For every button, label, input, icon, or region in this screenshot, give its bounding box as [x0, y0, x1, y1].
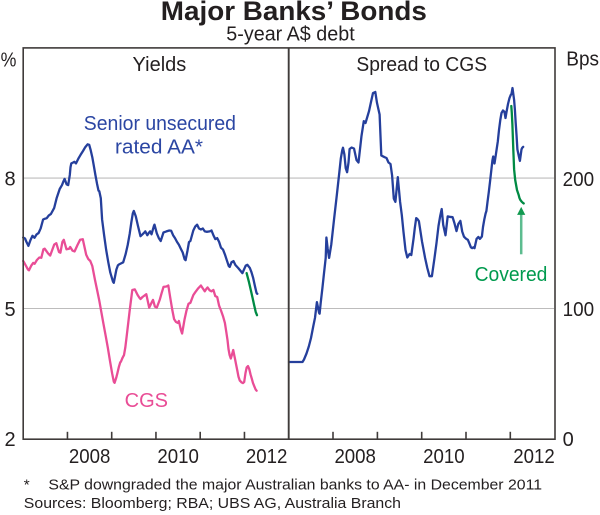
- svg-text:2: 2: [4, 429, 15, 451]
- svg-text:rated AA*: rated AA*: [115, 137, 203, 159]
- svg-text:%: %: [1, 50, 17, 72]
- svg-text:2012: 2012: [513, 446, 555, 468]
- svg-text:Bps: Bps: [566, 48, 599, 70]
- svg-text:2010: 2010: [423, 446, 465, 468]
- svg-text:Major Banks’ Bonds: Major Banks’ Bonds: [161, 0, 427, 26]
- svg-text:200: 200: [563, 169, 595, 191]
- svg-text:Spread to CGS: Spread to CGS: [356, 54, 487, 76]
- svg-text:5-year A$ debt: 5-year A$ debt: [226, 24, 355, 46]
- svg-text:2008: 2008: [69, 446, 111, 468]
- svg-text:Sources: Bloomberg; RBA; UBS A: Sources: Bloomberg; RBA; UBS AG, Austral…: [24, 495, 401, 512]
- svg-text:Covered: Covered: [475, 264, 548, 286]
- svg-text:Yields: Yields: [133, 54, 187, 76]
- svg-text:100: 100: [563, 299, 595, 321]
- svg-text:0: 0: [563, 429, 574, 451]
- svg-text:CGS: CGS: [125, 390, 168, 412]
- svg-text:2008: 2008: [334, 446, 376, 468]
- svg-text:*: *: [24, 476, 30, 493]
- svg-text:Senior unsecured: Senior unsecured: [84, 113, 236, 135]
- svg-text:S&P downgraded the major Austr: S&P downgraded the major Australian bank…: [48, 476, 542, 493]
- svg-text:2010: 2010: [157, 446, 199, 468]
- svg-text:2012: 2012: [246, 446, 288, 468]
- svg-text:5: 5: [4, 299, 15, 321]
- svg-text:8: 8: [4, 169, 15, 191]
